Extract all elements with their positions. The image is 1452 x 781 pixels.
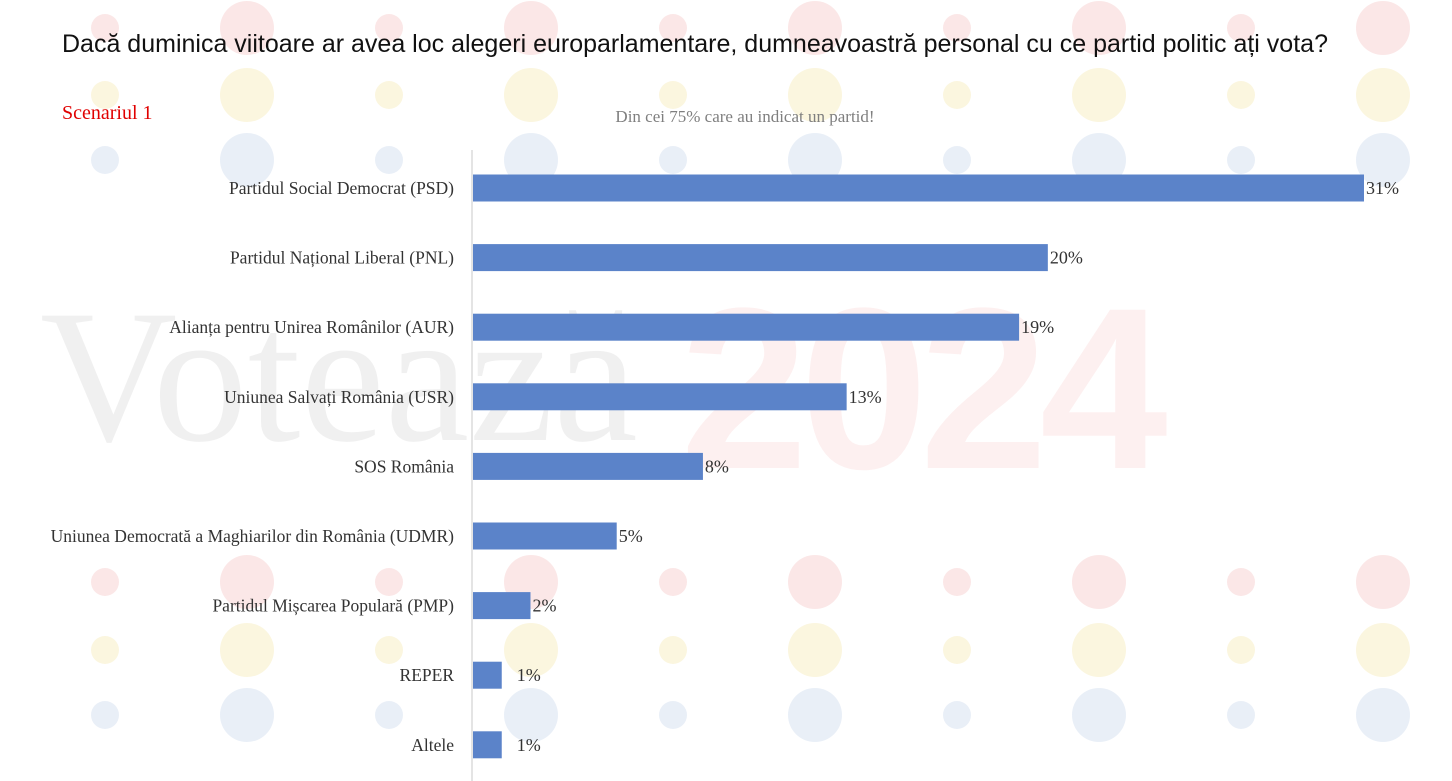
decorative-dot xyxy=(943,636,971,664)
decorative-dot xyxy=(375,568,403,596)
decorative-dot xyxy=(1356,688,1410,742)
decorative-dot xyxy=(1356,68,1410,122)
watermark-word: Votează xyxy=(40,272,638,482)
decorative-dot xyxy=(659,636,687,664)
decorative-dot xyxy=(788,68,842,122)
decorative-dot xyxy=(1356,1,1410,55)
decorative-dot xyxy=(788,688,842,742)
bar-value-label: 1% xyxy=(517,665,541,685)
category-label: Uniunea Democrată a Maghiarilor din Româ… xyxy=(51,526,455,546)
bar-value-label: 5% xyxy=(619,526,643,546)
bar-value-label: 13% xyxy=(849,387,882,407)
decorative-dot xyxy=(1356,555,1410,609)
bar xyxy=(473,174,1364,202)
bar xyxy=(473,313,1020,341)
category-label: Partidul Național Liberal (PNL) xyxy=(230,248,454,268)
decorative-dot xyxy=(659,81,687,109)
decorative-dot xyxy=(659,14,687,42)
bar-value-label: 1% xyxy=(517,735,541,755)
decorative-dot xyxy=(375,14,403,42)
decorative-dot xyxy=(1227,568,1255,596)
decorative-dot xyxy=(375,636,403,664)
decorative-dot xyxy=(375,146,403,174)
bar-value-label: 8% xyxy=(705,456,729,476)
decorative-dot xyxy=(1072,68,1126,122)
bar-value-label: 19% xyxy=(1021,317,1054,337)
decorative-dot xyxy=(220,688,274,742)
decorative-dot xyxy=(1072,1,1126,55)
category-label: REPER xyxy=(400,665,455,685)
decorative-dot xyxy=(504,688,558,742)
decorative-dot xyxy=(659,568,687,596)
decorative-dot xyxy=(1227,14,1255,42)
category-label: Partidul Mișcarea Populară (PMP) xyxy=(212,596,454,616)
decorative-dot xyxy=(659,701,687,729)
decorative-dot xyxy=(1227,146,1255,174)
decorative-dot xyxy=(504,133,558,187)
bar-value-label: 20% xyxy=(1050,248,1083,268)
decorative-dot xyxy=(1227,636,1255,664)
bar xyxy=(473,731,502,759)
bar-value-label: 2% xyxy=(532,596,556,616)
decorative-dot xyxy=(788,555,842,609)
decorative-dot xyxy=(788,1,842,55)
decorative-dot xyxy=(220,68,274,122)
decorative-dot xyxy=(220,555,274,609)
decorative-dot xyxy=(659,146,687,174)
category-label: Partidul Social Democrat (PSD) xyxy=(229,178,454,198)
bar xyxy=(473,383,847,411)
category-label: SOS România xyxy=(354,456,454,476)
decorative-dot xyxy=(504,1,558,55)
decorative-dot xyxy=(1356,133,1410,187)
decorative-dot xyxy=(943,701,971,729)
decorative-dot xyxy=(91,636,119,664)
decorative-dot xyxy=(91,14,119,42)
bar xyxy=(473,661,502,689)
bar xyxy=(473,452,703,480)
decorative-dots xyxy=(91,1,1410,742)
decorative-dot xyxy=(1072,623,1126,677)
decorative-dot xyxy=(1227,701,1255,729)
bar xyxy=(473,522,617,550)
decorative-dot xyxy=(1227,81,1255,109)
decorative-dot xyxy=(91,81,119,109)
bar xyxy=(473,592,531,620)
chart-title: Dacă duminica viitoare ar avea loc alege… xyxy=(62,30,1328,58)
decorative-dot xyxy=(504,623,558,677)
bar-value-label: 31% xyxy=(1366,178,1399,198)
decorative-dot xyxy=(943,568,971,596)
chart-note: Din cei 75% care au indicat un partid! xyxy=(615,107,875,126)
decorative-dot xyxy=(91,568,119,596)
decorative-dot xyxy=(91,701,119,729)
decorative-dot xyxy=(504,68,558,122)
decorative-dot xyxy=(943,81,971,109)
decorative-dot xyxy=(1072,688,1126,742)
category-label: Uniunea Salvați România (USR) xyxy=(224,387,454,407)
decorative-dot xyxy=(943,146,971,174)
decorative-dot xyxy=(788,133,842,187)
decorative-dot xyxy=(1072,555,1126,609)
decorative-dot xyxy=(1356,623,1410,677)
category-label: Altele xyxy=(411,735,454,755)
category-label: Alianța pentru Unirea Românilor (AUR) xyxy=(169,317,454,337)
decorative-dot xyxy=(1072,133,1126,187)
decorative-dot xyxy=(220,1,274,55)
decorative-dot xyxy=(943,14,971,42)
bar xyxy=(473,244,1048,272)
chart-subtitle: Scenariul 1 xyxy=(62,102,153,124)
decorative-dot xyxy=(220,623,274,677)
decorative-dot xyxy=(375,701,403,729)
decorative-dot xyxy=(788,623,842,677)
decorative-dot xyxy=(375,81,403,109)
decorative-dot xyxy=(220,133,274,187)
decorative-dot xyxy=(91,146,119,174)
